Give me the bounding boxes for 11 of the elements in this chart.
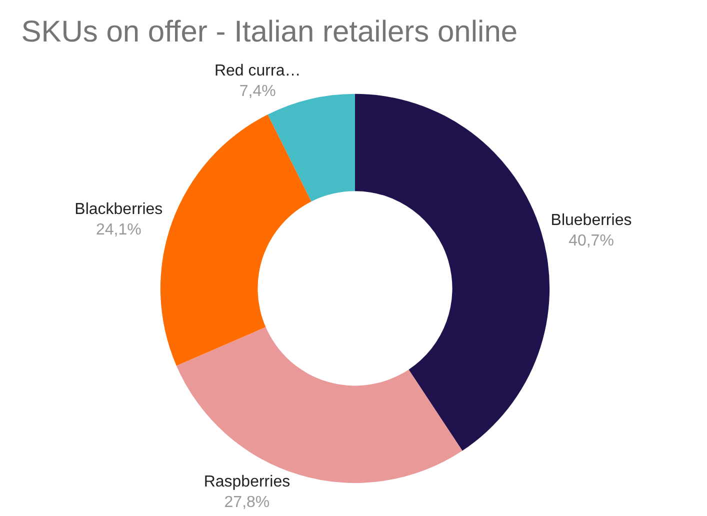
donut-slice <box>160 114 312 366</box>
donut-slice <box>355 94 550 451</box>
data-label: 40,7% <box>568 232 614 250</box>
data-label: 24,1% <box>96 222 142 239</box>
slice-label: Red curra… <box>214 62 301 80</box>
data-label: 27,8% <box>224 494 270 512</box>
slice-label: Raspberries <box>204 473 290 490</box>
data-label: 7,4% <box>239 83 276 100</box>
slice-label: Blueberries <box>550 212 632 229</box>
chart-title: SKUs on offer - Italian retailers online <box>21 16 518 49</box>
slice-label: Blackberries <box>74 200 163 218</box>
